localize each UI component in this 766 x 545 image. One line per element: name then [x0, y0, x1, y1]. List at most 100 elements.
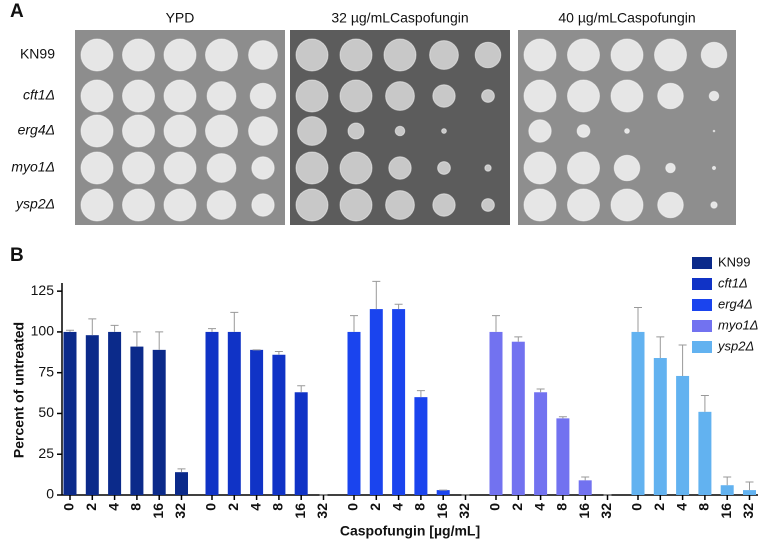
- colony-spot: [295, 38, 329, 72]
- colony-spot: [665, 162, 676, 174]
- colony-spot: [385, 81, 415, 111]
- colony-spot: [206, 81, 237, 111]
- x-tick-label: 0: [629, 503, 645, 511]
- bar: [511, 341, 525, 495]
- x-tick-label: 4: [105, 503, 121, 511]
- colony-spot: [251, 193, 275, 217]
- x-tick-label: 4: [247, 503, 263, 511]
- error-bar: [416, 390, 425, 398]
- colony-spot: [523, 188, 557, 222]
- x-tick-label: 2: [83, 503, 99, 511]
- error-bar: [110, 324, 119, 332]
- error-bar: [558, 416, 567, 419]
- y-tick-label: 125: [31, 282, 55, 298]
- y-tick-label: 0: [46, 486, 54, 502]
- error-bar: [350, 315, 358, 332]
- colony-spot: [339, 151, 373, 185]
- bar: [534, 392, 548, 495]
- panel-label: A: [10, 1, 24, 22]
- x-axis-label: Caspofungin [µg/mL]: [340, 523, 480, 539]
- bar: [698, 411, 712, 495]
- error-bar: [88, 318, 97, 336]
- bar: [489, 331, 503, 495]
- legend-label: ysp2Δ: [717, 338, 754, 353]
- colony-spot: [523, 38, 557, 72]
- x-tick-label: 8: [270, 503, 286, 511]
- x-tick-label: 8: [412, 503, 428, 511]
- bar: [152, 349, 166, 495]
- strain-label: ysp2Δ: [15, 196, 55, 212]
- colony-spot: [205, 114, 238, 148]
- x-tick-label: 16: [150, 503, 166, 519]
- colony-spot: [80, 114, 114, 148]
- y-axis-label: Percent of untreated: [11, 322, 27, 458]
- x-tick-label: 0: [203, 503, 219, 511]
- x-tick-label: 16: [434, 503, 450, 519]
- error-bar: [634, 306, 642, 332]
- strain-label: erg4Δ: [18, 122, 55, 138]
- legend-swatch: [692, 257, 712, 269]
- bar: [743, 490, 756, 495]
- x-tick-label: 16: [292, 503, 308, 519]
- error-bar: [372, 280, 381, 310]
- colony-spot: [657, 82, 684, 110]
- error-bar: [723, 476, 732, 486]
- colony-spot: [339, 79, 373, 113]
- colony-spot: [122, 38, 155, 72]
- colony-spot: [163, 114, 197, 148]
- colony-spot: [394, 125, 406, 137]
- error-bar: [230, 311, 239, 332]
- colony-spot: [206, 190, 237, 220]
- colony-spot: [206, 153, 237, 183]
- bar: [392, 309, 406, 495]
- colony-spot: [567, 151, 600, 185]
- colony-spot: [251, 156, 275, 180]
- colony-spot: [567, 79, 600, 113]
- colony-spot: [122, 114, 155, 148]
- bar: [369, 309, 383, 495]
- colony-spot: [654, 38, 687, 72]
- x-tick-label: 4: [389, 503, 405, 511]
- colony-spot: [432, 84, 456, 108]
- error-bar: [274, 350, 283, 355]
- colony-spot: [429, 40, 459, 70]
- colony-spot: [339, 38, 373, 72]
- bar: [227, 331, 241, 495]
- legend-swatch: [692, 320, 712, 332]
- y-tick-label: 75: [38, 363, 54, 379]
- bar: [436, 490, 450, 495]
- bar: [347, 331, 361, 495]
- colony-spot: [576, 124, 591, 138]
- colony-spot: [347, 122, 365, 140]
- colony-spot: [481, 89, 495, 103]
- bar: [653, 358, 667, 495]
- legend-swatch: [692, 341, 712, 353]
- x-tick-label: 4: [673, 503, 689, 511]
- x-tick-label: 32: [172, 503, 188, 519]
- colony-spot: [523, 151, 557, 185]
- condition-label: YPD: [166, 10, 195, 26]
- x-tick-label: 8: [128, 503, 144, 511]
- colony-spot: [297, 116, 327, 146]
- colony-spot: [474, 41, 502, 69]
- colony-spot: [567, 188, 600, 222]
- error-bar: [66, 329, 74, 332]
- x-tick-label: 2: [651, 503, 667, 511]
- colony-spot: [528, 119, 552, 143]
- bar: [578, 480, 592, 495]
- colony-spot: [441, 128, 447, 134]
- colony-spot: [710, 201, 718, 209]
- error-bar: [514, 336, 523, 342]
- colony-spot: [700, 41, 728, 69]
- bar: [676, 375, 690, 495]
- colony-spot: [712, 129, 716, 133]
- colony-spot: [122, 79, 155, 113]
- colony-spot: [567, 38, 600, 72]
- bar: [63, 331, 77, 495]
- colony-spot: [295, 188, 329, 222]
- error-bar: [700, 395, 709, 412]
- colony-spot: [657, 191, 684, 219]
- error-bar: [745, 481, 754, 491]
- bar: [272, 354, 286, 495]
